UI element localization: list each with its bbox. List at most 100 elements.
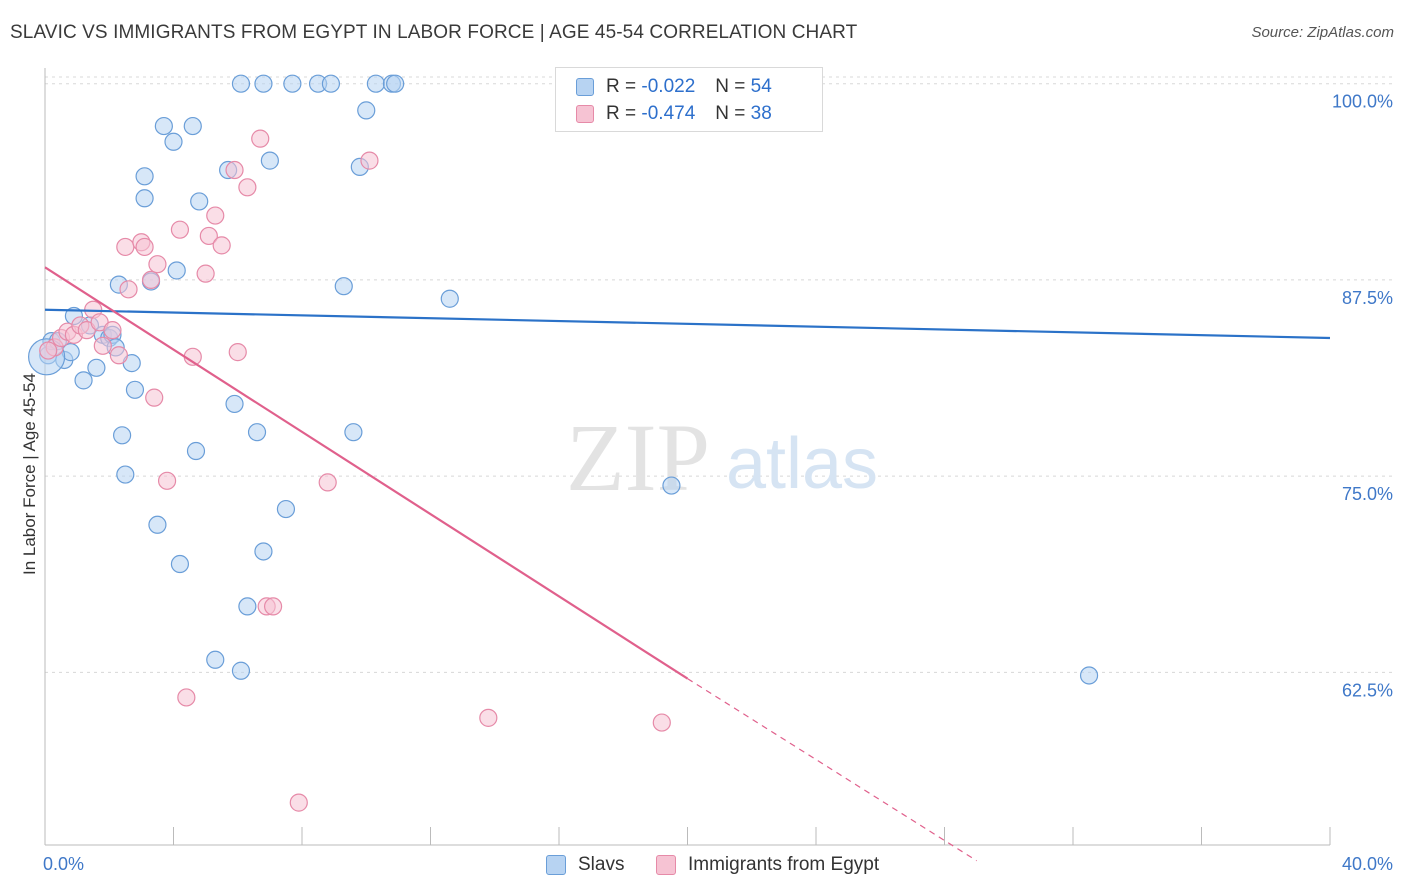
slavs-point: [116, 465, 135, 484]
bottom-legend-slavs: Slavs: [546, 852, 624, 878]
bottom-legend-label-slavs: Slavs: [578, 854, 625, 875]
slavs-point: [276, 499, 296, 519]
source-label: Source: ZipAtlas.com: [1251, 24, 1394, 41]
legend-r-value: -0.474: [641, 103, 696, 124]
slavs-point: [154, 116, 173, 136]
legend-n-value: 38: [750, 103, 772, 124]
egypt-point: [196, 264, 215, 283]
slavs-point: [366, 74, 385, 93]
egypt-trend-line-dashed: [687, 678, 977, 862]
y-tick-label: 75.0%: [1342, 484, 1393, 504]
slavs-point: [254, 542, 273, 561]
y-tick-label: 100.0%: [1332, 92, 1393, 112]
slavs-point: [112, 426, 132, 445]
watermark: ZIP atlas: [566, 404, 878, 511]
egypt-point: [119, 280, 138, 299]
egypt-point: [225, 160, 244, 180]
grid-lines: [45, 76, 1392, 673]
egypt-point: [93, 336, 112, 355]
slavs-point: [170, 554, 190, 574]
slavs-trend-line: [44, 308, 1331, 340]
slavs-point: [190, 192, 209, 211]
slavs-point: [440, 289, 459, 308]
egypt-point: [212, 236, 231, 255]
watermark-atlas: atlas: [726, 424, 878, 504]
egypt-point: [228, 343, 247, 362]
y-tick-label: 87.5%: [1342, 288, 1393, 308]
slavs-point: [231, 661, 251, 680]
slavs-point: [231, 74, 251, 93]
slavs-point: [167, 261, 186, 280]
tick-labels: 62.5% 75.0% 87.5% 100.0% 0.0% 40.0%: [43, 92, 1393, 874]
bottom-legend-swatch-egypt: [656, 855, 676, 875]
slavs-point: [74, 371, 93, 390]
x-tick-label-max: 40.0%: [1342, 854, 1393, 874]
trend-lines: [44, 266, 1331, 862]
egypt-point: [157, 471, 177, 490]
slavs-point: [283, 74, 302, 93]
slavs-point: [247, 423, 267, 442]
slavs-point: [386, 74, 405, 93]
egypt-point: [238, 178, 257, 197]
egypt-point: [141, 270, 161, 290]
legend-n-label: N =: [715, 103, 746, 124]
legend-n-value: 54: [750, 76, 772, 97]
egypt-point: [116, 237, 135, 257]
egypt-point: [148, 255, 167, 274]
slavs-point: [662, 476, 681, 495]
data-points: [28, 74, 1099, 812]
egypt-point: [177, 688, 196, 707]
legend-swatch-slavs: [576, 78, 594, 96]
slavs-point: [135, 189, 154, 208]
slavs-point: [186, 441, 206, 461]
egypt-point: [318, 473, 337, 492]
chart-title: SLAVIC VS IMMIGRANTS FROM EGYPT IN LABOR…: [10, 22, 858, 43]
slavs-point: [135, 167, 154, 186]
slavs-point: [87, 358, 106, 377]
legend-swatch-egypt: [576, 105, 594, 123]
slavs-point: [321, 74, 341, 93]
axes: [44, 68, 1331, 846]
slavs-point: [334, 277, 353, 296]
slavs-point: [148, 515, 167, 534]
slavs-point: [206, 650, 225, 669]
egypt-point: [199, 226, 218, 246]
egypt-point: [109, 346, 128, 365]
slavs-point: [125, 380, 145, 399]
slavs-point: [164, 132, 183, 151]
legend-n-label: N =: [715, 76, 746, 97]
egypt-point: [39, 341, 58, 360]
egypt-point: [145, 388, 164, 407]
egypt-point: [360, 151, 379, 170]
y-tick-label: 62.5%: [1342, 680, 1393, 700]
legend-r-label: R =: [606, 103, 637, 124]
egypt-point: [289, 793, 308, 812]
bottom-legend-label-egypt: Immigrants from Egypt: [688, 854, 880, 875]
stats-legend: R = -0.022 N = 54 R = -0.474 N = 38: [555, 67, 823, 132]
slavs-point: [254, 74, 273, 93]
egypt-point: [263, 597, 283, 616]
legend-row-slavs: R = -0.022 N = 54: [576, 74, 772, 100]
egypt-trend-line: [44, 266, 689, 680]
egypt-point: [652, 713, 671, 732]
egypt-point: [103, 321, 122, 340]
watermark-zip: ZIP: [566, 404, 710, 511]
x-tick-label-min: 0.0%: [43, 854, 84, 874]
egypt-point: [479, 708, 498, 727]
legend-r-value: -0.022: [641, 76, 696, 97]
egypt-point: [170, 220, 190, 239]
legend-r-label: R =: [606, 76, 637, 97]
bottom-legend-egypt: Immigrants from Egypt: [656, 852, 879, 878]
slavs-point: [1079, 666, 1099, 685]
bottom-legend-swatch-slavs: [546, 855, 566, 875]
egypt-point: [135, 237, 154, 257]
egypt-point: [251, 129, 270, 148]
slavs-point: [183, 116, 202, 136]
slavs-point: [357, 101, 376, 120]
slavs-point: [260, 151, 279, 170]
slavs-point: [238, 597, 257, 616]
egypt-point: [206, 206, 225, 225]
legend-row-egypt: R = -0.474 N = 38: [576, 101, 772, 127]
slavs-point: [344, 423, 363, 442]
